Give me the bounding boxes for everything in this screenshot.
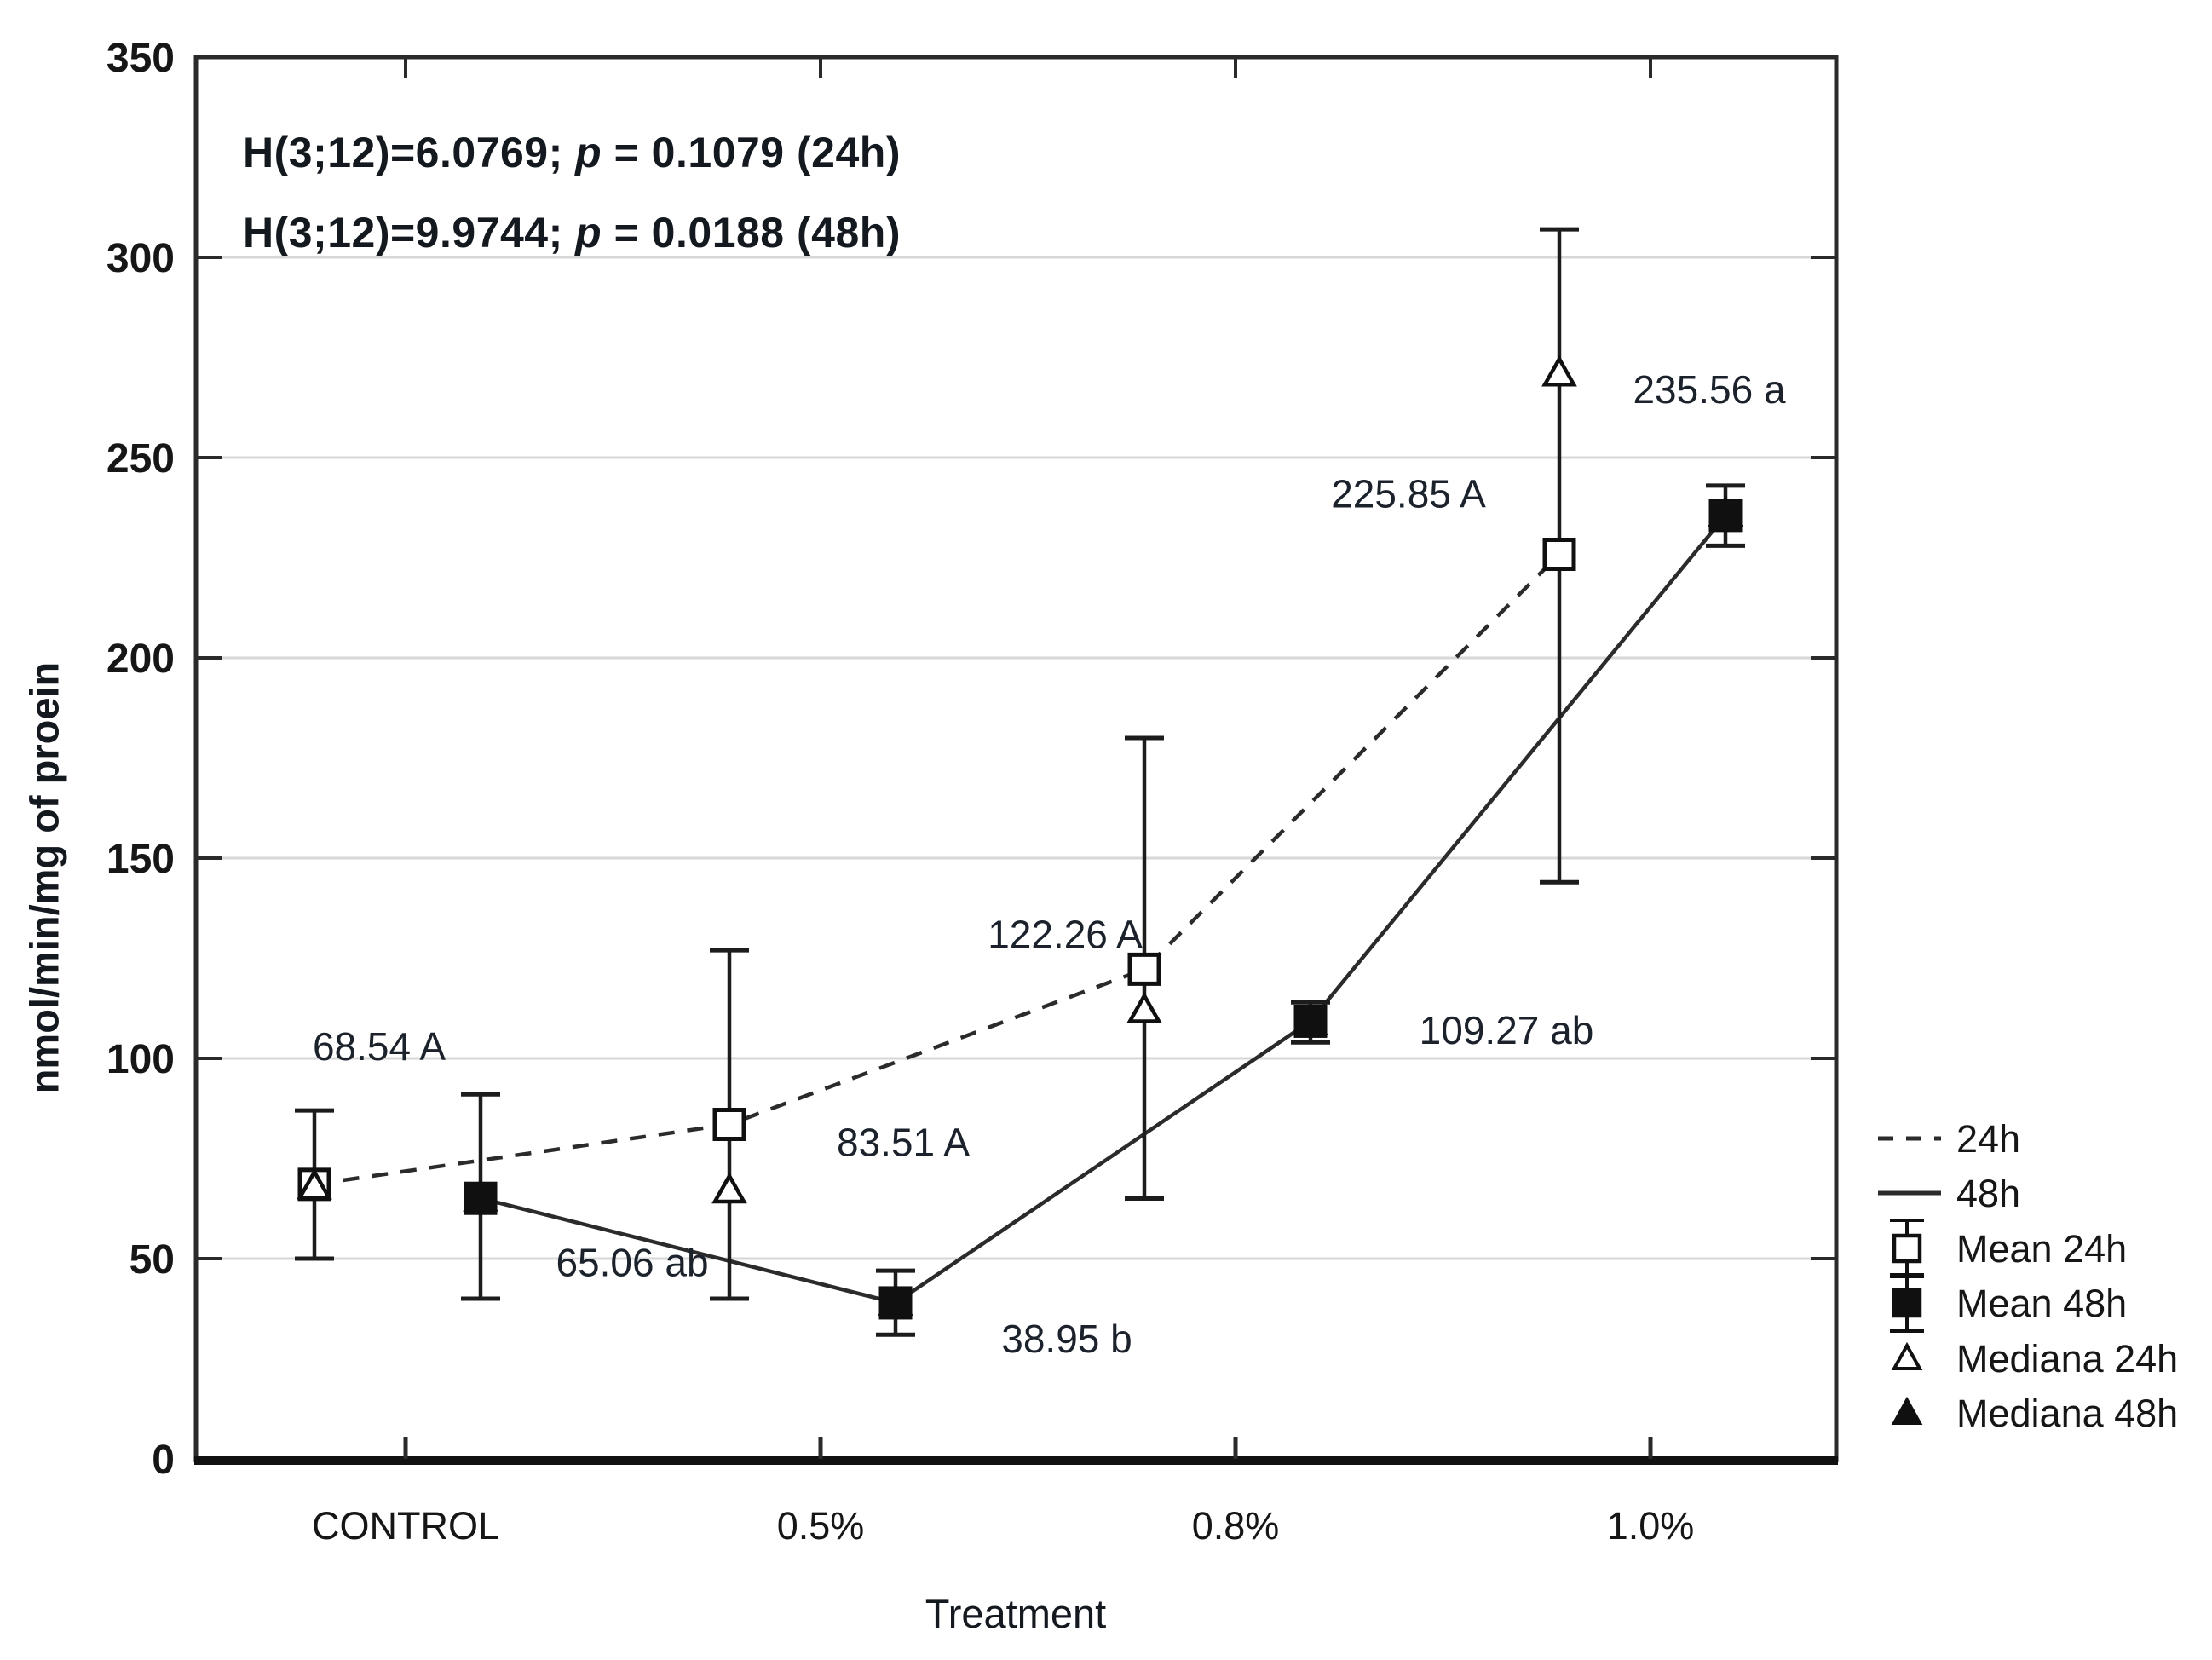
point-label: 235.56 a [1633, 367, 1785, 412]
legend-label: Mean 48h [1956, 1282, 2127, 1325]
legend-item-24h: 24h [1878, 1117, 2020, 1161]
x-axis-title: Treatment [925, 1591, 1107, 1636]
p-symbol: p [575, 129, 602, 176]
point-label: 109.27 ab [1420, 1008, 1594, 1052]
y-tick-label: 50 [130, 1237, 175, 1282]
stats-line-24h: H(3;12)=6.0769; p = 0.1079 (24h) [243, 129, 901, 176]
stats-annotation: H(3;12)=6.0769; p = 0.1079 (24h) H(3;12)… [243, 112, 901, 273]
open-square-glyph [1892, 1233, 1922, 1264]
point-label: 225.85 A [1331, 471, 1486, 516]
point-label: 83.51 A [837, 1121, 970, 1165]
legend-label: Mean 24h [1956, 1227, 2127, 1271]
legend-label: Mediana 48h [1956, 1392, 2178, 1435]
y-tick-label: 250 [107, 436, 175, 481]
x-tick-label: 0.5% [777, 1504, 865, 1548]
point-label: 68.54 A [313, 1024, 446, 1069]
mean-marker-48h [1708, 499, 1743, 533]
point-label: 38.95 b [1001, 1317, 1132, 1361]
series-line-24h [314, 552, 1561, 1187]
legend-item-mediana-48h: Mediana 48h [1891, 1392, 2178, 1435]
legend-item-48h: 48h [1878, 1172, 2020, 1215]
y-tick-label: 0 [152, 1438, 175, 1483]
legend-label: Mediana 24h [1956, 1337, 2178, 1380]
point-label: 65.06 ab [556, 1241, 708, 1285]
legend-label: 24h [1956, 1117, 2020, 1161]
median-marker-24h [711, 1172, 747, 1204]
mean-marker-24h [1542, 538, 1576, 572]
legend-item-mean-24h: Mean 24h [1890, 1219, 2127, 1278]
y-tick-label: 150 [107, 837, 175, 882]
series-line-48h [480, 514, 1727, 1306]
x-tick-label: 0.8% [1192, 1504, 1280, 1548]
mean-marker-48h [1293, 1004, 1328, 1038]
x-tick-label: CONTROL [312, 1504, 499, 1548]
point-label: 122.26 A [988, 912, 1143, 956]
mean-marker-24h [712, 1108, 746, 1142]
filled-square-glyph [1892, 1288, 1922, 1318]
legend-item-mediana-24h: Mediana 24h [1891, 1337, 2178, 1380]
y-axis-title: nmol/min/mg of proein [21, 661, 67, 1094]
p-symbol: p [575, 209, 602, 256]
open-triangle-glyph [1891, 1341, 1923, 1370]
y-tick-label: 300 [107, 236, 175, 281]
mean-marker-48h [878, 1286, 913, 1320]
filled-triangle-glyph [1891, 1396, 1923, 1425]
stats-line-48h: H(3;12)=9.9744; p = 0.0188 (48h) [243, 209, 901, 256]
legend: 24h 48h Mean 24h Mean 48h Mediana 24h Mediana… [1878, 1117, 2178, 1435]
y-tick-label: 100 [107, 1037, 175, 1082]
median-marker-24h [1126, 991, 1162, 1023]
mean-marker-24h [1127, 952, 1161, 986]
median-marker-24h [297, 1167, 332, 1200]
x-tick-label: 1.0% [1607, 1504, 1695, 1548]
y-tick-label: 350 [107, 36, 175, 81]
median-marker-24h [1541, 354, 1577, 387]
legend-item-mean-48h: Mean 48h [1890, 1273, 2127, 1333]
mean-marker-48h [464, 1181, 498, 1215]
legend-label: 48h [1956, 1172, 2020, 1215]
y-tick-label: 200 [107, 637, 175, 682]
